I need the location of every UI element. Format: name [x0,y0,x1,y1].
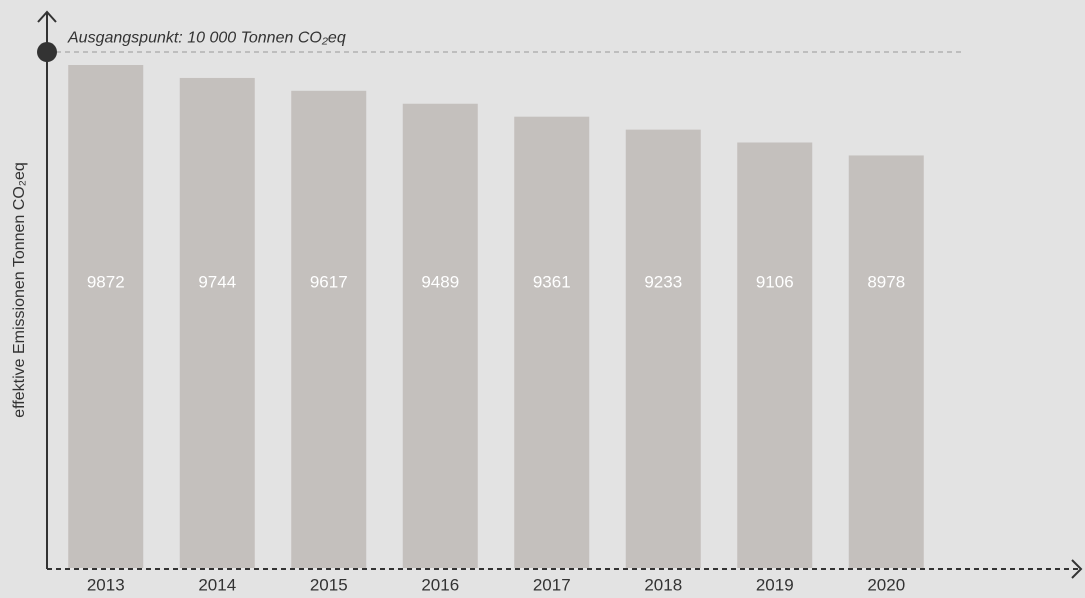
y-axis-label: effektive Emissionen Tonnen CO₂eq [11,162,28,418]
x-tick-label: 2018 [644,575,682,594]
x-tick-label: 2017 [533,575,571,594]
bar [179,77,255,568]
value-label: 9361 [533,272,571,291]
bar [514,116,590,569]
bar [848,155,924,568]
value-label: 9617 [310,272,348,291]
value-label: 9872 [87,272,125,291]
x-tick-label: 2015 [310,575,348,594]
x-tick-label: 2016 [421,575,459,594]
bar [625,129,701,568]
x-axis-arrow [1071,559,1083,579]
reference-label: Ausgangspunkt: 10 000 Tonnen CO₂eq [67,29,346,46]
value-label: 9489 [421,272,459,291]
bar [68,64,144,569]
x-tick-label: 2013 [87,575,125,594]
y-axis-arrow [37,10,57,23]
value-label: 9233 [644,272,682,291]
value-label: 8978 [867,272,905,291]
bar [291,90,367,569]
reference-dot [37,42,57,63]
x-tick-label: 2014 [198,575,236,594]
value-label: 9106 [756,272,794,291]
x-tick-label: 2019 [756,575,794,594]
x-tick-label: 2020 [867,575,905,594]
bar [402,103,478,568]
bar [737,142,813,568]
value-label: 9744 [198,272,236,291]
